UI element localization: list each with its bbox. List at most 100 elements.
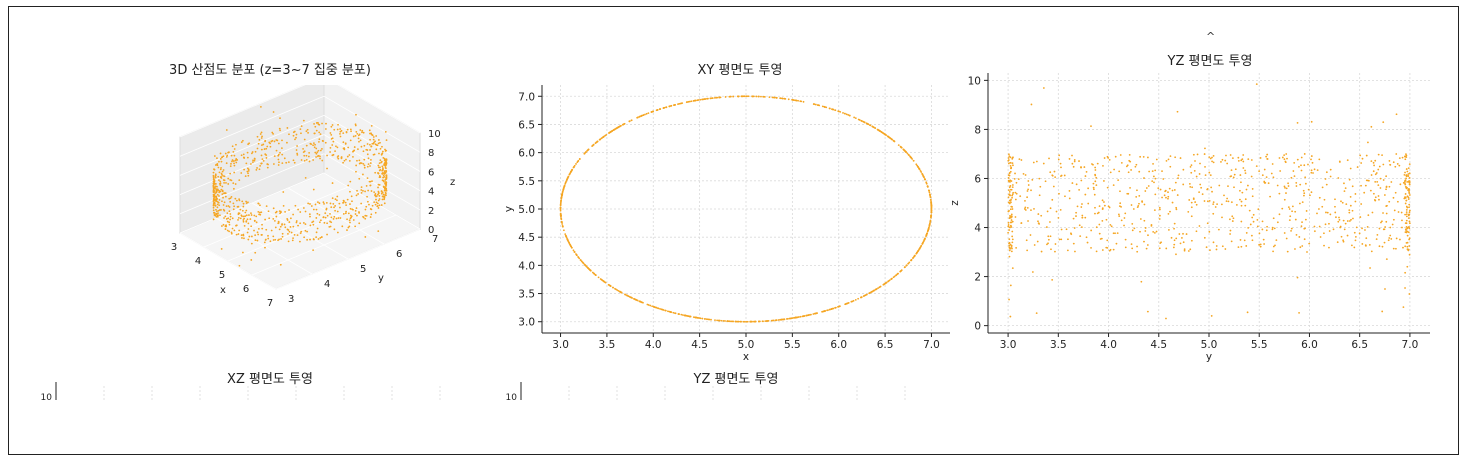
data-point — [1075, 215, 1077, 217]
data-point — [1367, 141, 1369, 144]
data-point — [367, 157, 370, 160]
data-point — [1150, 224, 1153, 227]
data-point — [1360, 184, 1362, 187]
data-point — [329, 202, 332, 205]
grid-line-floor-y — [287, 187, 385, 245]
data-point — [724, 320, 726, 322]
x-tick-label: 3 — [171, 242, 177, 253]
data-point — [1118, 170, 1121, 173]
data-point — [1014, 191, 1017, 194]
data-point — [612, 286, 615, 289]
data-point — [257, 227, 260, 230]
data-point — [1182, 183, 1185, 186]
data-point — [1283, 185, 1286, 188]
data-point — [1381, 220, 1383, 223]
data-point — [1391, 223, 1394, 226]
data-point — [1407, 196, 1410, 199]
data-point — [609, 131, 612, 134]
data-point — [685, 101, 688, 104]
data-point — [1009, 214, 1011, 217]
data-point — [1289, 215, 1292, 218]
data-point — [244, 215, 247, 218]
data-point — [237, 216, 240, 219]
data-point — [1101, 199, 1104, 202]
data-point — [1223, 194, 1225, 197]
data-point — [218, 160, 220, 163]
data-point — [348, 219, 351, 222]
data-point — [256, 167, 258, 169]
data-point — [296, 152, 299, 155]
data-point — [239, 208, 242, 211]
data-point — [1109, 223, 1112, 226]
data-point — [1007, 174, 1010, 177]
data-point — [1344, 187, 1347, 190]
data-point — [1295, 181, 1298, 184]
data-point — [1404, 202, 1407, 205]
data-point — [1079, 235, 1082, 238]
data-point — [916, 250, 919, 253]
data-point — [1008, 189, 1010, 192]
data-point — [358, 177, 361, 180]
data-point — [1298, 165, 1300, 168]
data-point — [828, 107, 831, 110]
data-point — [1114, 155, 1117, 158]
data-point — [269, 142, 272, 145]
data-point — [253, 220, 256, 222]
data-point — [276, 139, 279, 142]
data-point — [1271, 163, 1274, 165]
data-point — [1294, 248, 1296, 250]
data-point — [372, 142, 375, 145]
data-point — [223, 179, 226, 182]
data-point — [1291, 210, 1293, 213]
data-point — [274, 226, 277, 229]
grid-line-left — [179, 85, 306, 138]
y-tick-label: 4 — [324, 279, 330, 290]
data-point — [1374, 159, 1377, 162]
data-point — [926, 232, 928, 235]
data-point — [1299, 183, 1302, 186]
data-point — [342, 141, 345, 144]
data-point — [278, 161, 280, 164]
data-point — [1167, 195, 1170, 198]
data-point — [1136, 250, 1139, 253]
data-point — [337, 155, 340, 157]
data-point — [1051, 174, 1054, 177]
data-point — [1124, 246, 1127, 249]
data-point — [339, 130, 342, 133]
data-point — [248, 235, 251, 238]
data-point — [212, 209, 215, 212]
data-point — [867, 123, 870, 126]
data-point — [347, 184, 350, 187]
data-point — [375, 135, 378, 137]
data-point — [1388, 185, 1391, 188]
data-point — [1094, 166, 1097, 169]
data-point — [1292, 170, 1295, 172]
data-point — [907, 262, 910, 265]
data-point — [1208, 171, 1211, 174]
data-point — [294, 138, 296, 141]
data-point — [329, 212, 331, 215]
data-point — [1346, 234, 1349, 237]
data-point — [250, 214, 253, 216]
data-point — [275, 215, 278, 218]
data-point — [760, 95, 762, 98]
data-point — [1008, 244, 1011, 247]
data-point — [1155, 230, 1158, 233]
data-point — [314, 125, 317, 128]
data-point — [363, 164, 366, 167]
data-point — [284, 210, 286, 213]
y-tick-label: 3 — [288, 294, 294, 305]
data-point — [1164, 190, 1167, 193]
data-point — [349, 190, 351, 193]
data-point — [1406, 265, 1409, 268]
data-point — [215, 200, 218, 203]
data-point — [339, 128, 342, 130]
data-point — [1356, 166, 1359, 168]
data-point — [356, 159, 358, 162]
data-point — [367, 189, 370, 192]
data-point — [1010, 205, 1013, 208]
data-point — [312, 144, 314, 147]
data-point — [262, 160, 265, 162]
data-point — [255, 221, 258, 224]
data-point — [722, 320, 725, 322]
